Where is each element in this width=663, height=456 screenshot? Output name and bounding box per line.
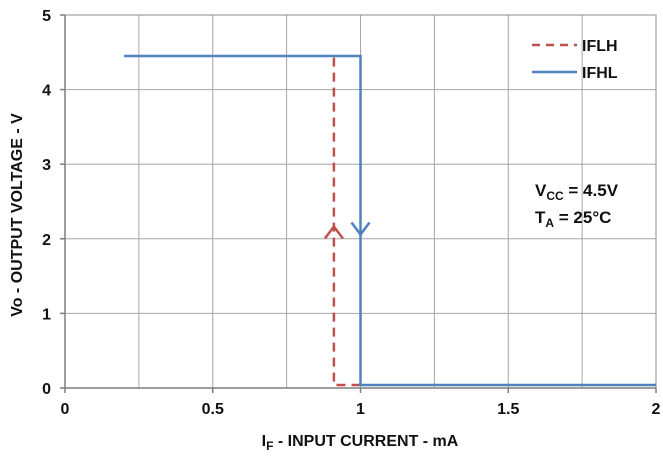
x-axis-title: IF - INPUT CURRENT - mA bbox=[262, 433, 459, 453]
direction-arrow-iflh bbox=[323, 224, 344, 240]
legend-label-iflh: IFLH bbox=[582, 38, 618, 55]
y-tick-labels: 0 1 2 3 4 5 bbox=[42, 8, 51, 398]
legend: IFLH IFHL bbox=[532, 38, 618, 82]
direction-arrow-ifhl bbox=[350, 221, 371, 237]
x-tick-label: 0.5 bbox=[202, 401, 224, 418]
y-tick-label: 1 bbox=[42, 306, 51, 323]
y-tick-label: 5 bbox=[42, 8, 51, 25]
plot-frame bbox=[60, 14, 657, 393]
series-line-iflh bbox=[332, 56, 361, 387]
annotation: VCC = 4.5V TA = 25°C bbox=[535, 181, 619, 230]
series-line-ifhl bbox=[124, 54, 656, 387]
y-axis-title: Vo - OUTPUT VOLTAGE - V bbox=[9, 113, 26, 317]
y-tick-label: 3 bbox=[42, 157, 51, 174]
annotation-vcc: VCC = 4.5V bbox=[535, 181, 619, 203]
x-tick-label: 1.5 bbox=[497, 401, 519, 418]
y-tick-label: 0 bbox=[42, 381, 51, 398]
y-tick-label: 4 bbox=[42, 83, 51, 100]
series-group bbox=[124, 54, 656, 387]
x-tick-label: 2 bbox=[652, 401, 661, 418]
x-tick-labels: 0 0.5 1 1.5 2 bbox=[61, 401, 661, 418]
x-tick-label: 1 bbox=[356, 401, 365, 418]
y-tick-label: 2 bbox=[42, 232, 51, 249]
annotation-ta: TA = 25°C bbox=[535, 208, 611, 230]
x-tick-label: 0 bbox=[61, 401, 70, 418]
legend-label-ifhl: IFHL bbox=[582, 65, 618, 82]
